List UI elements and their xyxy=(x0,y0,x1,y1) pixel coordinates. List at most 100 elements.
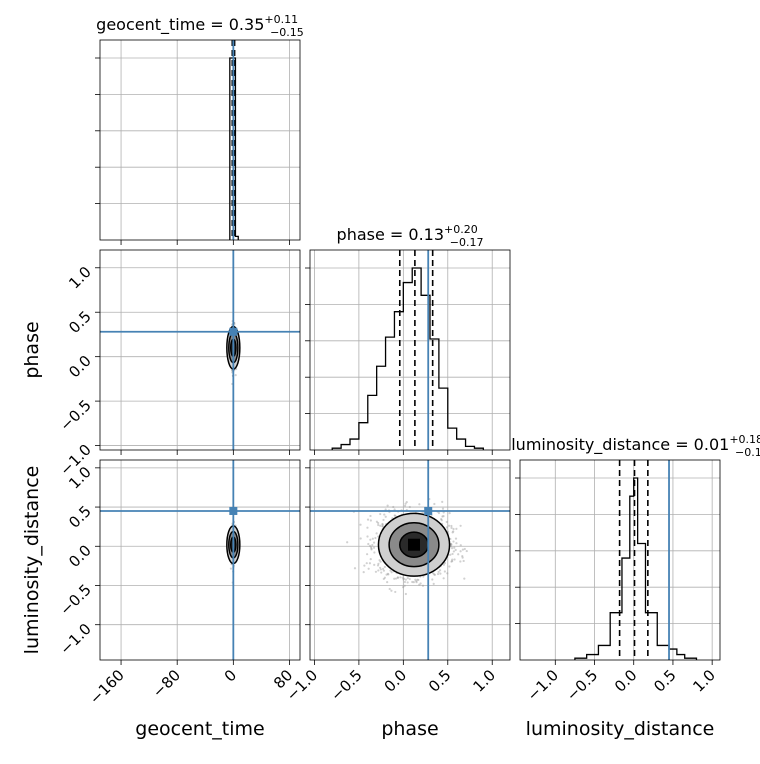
2d-phase-luminosity_distance-point xyxy=(417,578,420,582)
2d-phase-luminosity_distance-point xyxy=(455,527,458,530)
2d-phase-luminosity_distance-point xyxy=(446,572,449,575)
2d-phase-luminosity_distance-point xyxy=(452,527,455,531)
2d-phase-luminosity_distance-point xyxy=(372,541,376,544)
2d-geocent_time-phase-ytick-label-3: 0.5 xyxy=(65,307,95,337)
2d-phase-luminosity_distance-point xyxy=(402,577,405,580)
hist-geocent_time-histogram xyxy=(229,57,239,240)
hist-geocent_time-frame xyxy=(99,39,301,241)
2d-phase-luminosity_distance-point xyxy=(453,546,456,549)
2d-phase-luminosity_distance-point xyxy=(369,514,372,518)
2d-phase-luminosity_distance-point xyxy=(402,586,405,589)
2d-phase-luminosity_distance-point xyxy=(452,530,455,533)
2d-phase-luminosity_distance-point xyxy=(404,502,407,505)
2d-phase-luminosity_distance-point xyxy=(388,587,391,591)
2d-phase-luminosity_distance-point xyxy=(393,508,396,511)
2d-phase-luminosity_distance-point xyxy=(382,577,385,581)
2d-phase-luminosity_distance-point xyxy=(414,578,417,581)
2d-phase-luminosity_distance-point xyxy=(450,526,453,530)
2d-phase-luminosity_distance-point xyxy=(372,546,376,549)
2d-geocent_time-luminosity_distance-ytick-label-3: 0.5 xyxy=(65,502,95,532)
2d-phase-luminosity_distance-point xyxy=(438,569,442,572)
2d-phase-luminosity_distance-point xyxy=(432,582,435,585)
2d-geocent_time-luminosity_distance-ytick-label-2: 0.0 xyxy=(65,541,95,571)
2d-phase-luminosity_distance-point xyxy=(433,502,436,506)
2d-phase-luminosity_distance-point xyxy=(433,573,436,576)
2d-phase-luminosity_distance-point xyxy=(383,576,386,579)
2d-phase-luminosity_distance-point xyxy=(403,504,407,507)
2d-phase-luminosity_distance-point xyxy=(452,540,455,543)
2d-geocent_time-phase-ytick-label-2: 0.0 xyxy=(65,352,95,382)
2d-phase-luminosity_distance-density-peak xyxy=(408,538,420,551)
2d-phase-luminosity_distance-point xyxy=(374,536,377,540)
2d-phase-luminosity_distance-point xyxy=(394,577,398,580)
2d-phase-luminosity_distance-point xyxy=(461,556,464,559)
hist-phase-histogram xyxy=(331,267,484,450)
2d-phase-luminosity_distance-truth-marker xyxy=(424,506,433,515)
2d-phase-luminosity_distance-point xyxy=(393,514,396,517)
2d-phase-luminosity_distance-point xyxy=(418,583,421,586)
2d-phase-luminosity_distance-point xyxy=(387,573,390,576)
2d-phase-luminosity_distance-point xyxy=(363,564,366,567)
2d-phase-luminosity_distance-point xyxy=(359,523,362,526)
2d-phase-luminosity_distance-point xyxy=(379,512,382,516)
2d-phase-luminosity_distance-point xyxy=(392,505,395,509)
2d-phase-luminosity_distance-point xyxy=(450,543,453,546)
2d-geocent_time-luminosity_distance-xtick-label-0: −160 xyxy=(86,666,128,708)
xlabel-phase: phase xyxy=(381,718,438,740)
2d-phase-luminosity_distance-point xyxy=(445,526,448,529)
2d-phase-luminosity_distance-point xyxy=(416,578,419,581)
2d-phase-luminosity_distance-point xyxy=(366,535,369,538)
2d-phase-luminosity_distance-point xyxy=(353,567,357,570)
2d-phase-luminosity_distance-point xyxy=(445,520,448,524)
xlabel-luminosity_distance: luminosity_distance xyxy=(526,718,715,740)
2d-geocent_time-luminosity_distance-xtick-label-2: 0 xyxy=(221,666,240,685)
hist-luminosity_distance-xtick-label-4: 1.0 xyxy=(689,666,719,696)
2d-phase-luminosity_distance-point xyxy=(442,577,445,580)
2d-phase-luminosity_distance-point xyxy=(403,584,406,587)
2d-phase-luminosity_distance-point xyxy=(448,565,451,568)
2d-phase-luminosity_distance-point xyxy=(365,562,368,565)
2d-phase-luminosity_distance-point xyxy=(371,543,374,547)
hist-phase-title: phase = 0.13+0.20 −0.17 xyxy=(337,223,484,249)
2d-phase-luminosity_distance-point xyxy=(393,577,396,580)
2d-phase-luminosity_distance-point xyxy=(379,566,382,569)
2d-phase-luminosity_distance-point xyxy=(463,577,466,580)
hist-geocent_time-title: geocent_time = 0.35+0.11 −0.15 xyxy=(96,13,304,39)
2d-phase-luminosity_distance-point xyxy=(451,531,454,534)
2d-phase-luminosity_distance-point xyxy=(462,559,465,563)
2d-phase-luminosity_distance-point xyxy=(371,537,374,540)
2d-phase-luminosity_distance-point xyxy=(378,559,381,562)
2d-phase-luminosity_distance-point xyxy=(381,525,384,528)
2d-phase-luminosity_distance-point xyxy=(422,511,425,514)
2d-phase-luminosity_distance-point xyxy=(384,515,387,518)
2d-phase-luminosity_distance-point xyxy=(436,572,440,576)
2d-phase-luminosity_distance-xtick-label-3: 0.5 xyxy=(425,666,455,696)
2d-phase-luminosity_distance-point xyxy=(432,572,435,575)
2d-phase-luminosity_distance-point xyxy=(408,505,411,509)
2d-phase-luminosity_distance-point xyxy=(431,578,434,581)
2d-phase-luminosity_distance-point xyxy=(375,532,378,535)
2d-geocent_time-luminosity_distance-ytick-label-1: −0.5 xyxy=(56,581,94,619)
2d-phase-luminosity_distance-point xyxy=(450,544,453,548)
2d-phase-luminosity_distance-xtick-label-4: 1.0 xyxy=(469,666,499,696)
2d-phase-luminosity_distance-point xyxy=(376,564,380,567)
2d-phase-luminosity_distance-point xyxy=(394,590,397,594)
2d-phase-luminosity_distance-point xyxy=(454,537,458,540)
2d-phase-luminosity_distance-point xyxy=(390,589,393,592)
2d-phase-luminosity_distance-point xyxy=(396,576,399,579)
2d-geocent_time-phase-frame xyxy=(99,249,301,451)
2d-phase-luminosity_distance-point xyxy=(449,553,452,556)
2d-phase-luminosity_distance-point xyxy=(461,548,465,551)
2d-phase-luminosity_distance-point xyxy=(374,570,378,573)
2d-phase-luminosity_distance-point xyxy=(461,555,464,558)
2d-phase-luminosity_distance-point xyxy=(406,581,409,584)
hist-luminosity_distance-xtick-label-2: 0.0 xyxy=(611,666,641,696)
2d-phase-luminosity_distance-point xyxy=(379,560,382,563)
2d-phase-luminosity_distance-point xyxy=(451,552,454,556)
2d-phase-luminosity_distance-point xyxy=(386,504,389,507)
2d-phase-luminosity_distance-point xyxy=(370,548,373,551)
2d-phase-luminosity_distance-point xyxy=(369,558,372,561)
2d-phase-luminosity_distance-point xyxy=(404,592,407,596)
2d-phase-luminosity_distance-point xyxy=(457,553,460,556)
2d-phase-luminosity_distance-point xyxy=(370,547,373,550)
